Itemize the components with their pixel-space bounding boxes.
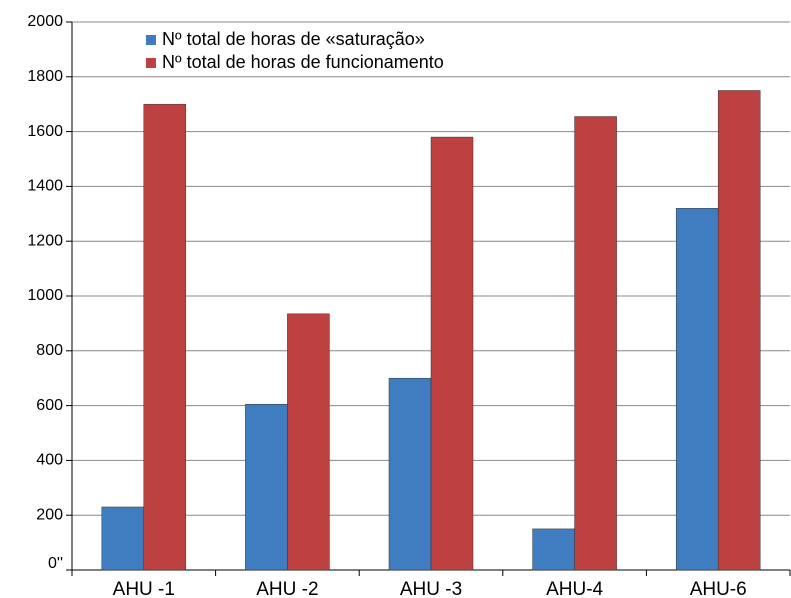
- legend-swatch: [146, 35, 156, 45]
- y-tick-label: 2000: [27, 13, 63, 30]
- x-tick-label: AHU -2: [256, 579, 318, 598]
- bar: [430, 136, 474, 571]
- y-tick-label: 1200: [27, 232, 63, 249]
- legend-label: Nº total de horas de «saturação»: [162, 29, 425, 49]
- y-tick-label: 800: [36, 342, 63, 359]
- y-tick-label: 1400: [27, 178, 63, 195]
- bar: [532, 528, 575, 571]
- bar: [143, 103, 187, 571]
- y-tick-label: 0'': [48, 555, 63, 572]
- y-tick-label: 200: [36, 506, 63, 523]
- bar: [287, 313, 330, 571]
- y-tick-label: 1000: [27, 287, 63, 304]
- y-tick-label: 1600: [27, 123, 63, 140]
- legend-swatch: [146, 58, 156, 68]
- legend-label: Nº total de horas de funcionamento: [162, 52, 444, 72]
- bar: [388, 377, 432, 571]
- bar: [574, 116, 617, 571]
- bar: [675, 208, 719, 571]
- x-tick-label: AHU-4: [546, 579, 603, 598]
- bar: [717, 90, 761, 571]
- x-tick-label: AHU -1: [113, 579, 175, 598]
- y-tick-label: 400: [36, 452, 63, 469]
- y-tick-label: 600: [36, 397, 63, 414]
- bar: [101, 506, 145, 571]
- x-tick-label: AHU-6: [690, 579, 747, 598]
- y-tick-label: 1800: [27, 68, 63, 85]
- x-tick-label: AHU -3: [400, 579, 462, 598]
- bar: [245, 403, 288, 571]
